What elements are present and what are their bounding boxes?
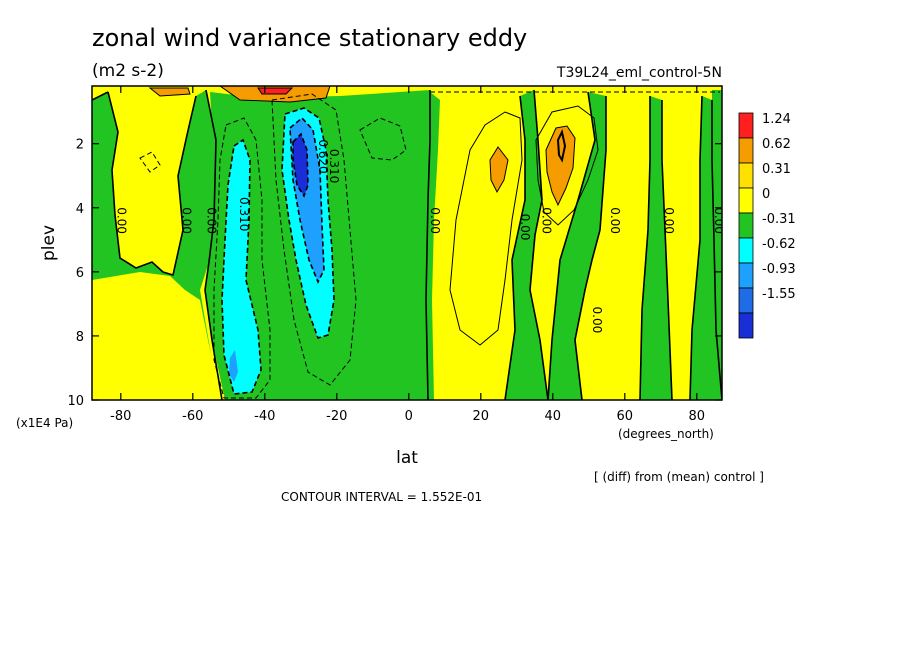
pos-contour-5	[556, 129, 567, 163]
colorbar-swatch	[738, 112, 754, 139]
region-ne-green-5	[712, 90, 722, 400]
contour-label: 0.620	[316, 139, 330, 173]
x-tick-label: 80	[689, 409, 706, 424]
y-tick-label: 4	[76, 202, 84, 217]
colorbar: 1.24 0.62 0.31 0 -0.31 -0.62 -0.93 -1.55	[738, 112, 796, 339]
x-tick-label: -80	[110, 409, 131, 424]
colorbar-label: -0.93	[762, 262, 796, 277]
zero-contour-4	[529, 89, 549, 400]
zero-contour-7	[574, 96, 607, 400]
zero-contour-9	[661, 100, 673, 400]
zero-contour-3	[425, 90, 431, 400]
contour-label: 0.310	[237, 197, 251, 231]
neg-contour-6	[271, 93, 357, 386]
plot-frame	[91, 85, 723, 401]
colorbar-label: -0.62	[762, 237, 796, 252]
zero-contour-8	[639, 96, 651, 400]
x-tick-label: -20	[326, 409, 347, 424]
zero-contour-5	[504, 95, 526, 400]
contour-label: 0.00	[608, 207, 622, 234]
region-orange-north	[546, 126, 575, 205]
x-axis-label: lat	[396, 448, 418, 468]
x-axis-units: (degrees_north)	[618, 427, 714, 441]
y-tick-label: 8	[76, 330, 84, 345]
y-tick-label: 6	[76, 266, 84, 281]
neg-contour-5	[213, 117, 271, 399]
colorbar-swatch	[738, 312, 754, 339]
contour-interval: CONTOUR INTERVAL = 1.552E-01	[281, 490, 482, 504]
zero-contour-10	[689, 95, 703, 400]
region-top-red	[258, 88, 292, 94]
colorbar-label: 0	[762, 187, 770, 202]
neg-contour-2	[281, 107, 335, 339]
neg-contour-8	[139, 151, 161, 173]
x-tick-label: 0	[405, 409, 413, 424]
y-tick-label: 10	[67, 394, 84, 409]
x-tick-label: -40	[254, 409, 275, 424]
footnote: [ (diff) from (mean) control ]	[594, 470, 764, 484]
pos-contour-2	[535, 105, 599, 226]
region-south-cyan-west	[222, 140, 261, 394]
y-tick-label: 2	[76, 138, 84, 153]
pos-contour-4	[449, 111, 523, 346]
pos-contour-3	[489, 146, 509, 194]
pos-contour-top-red	[257, 87, 294, 95]
contour-label: 0.00	[115, 207, 129, 234]
contour-label: 0.00	[539, 207, 553, 234]
colorbar-label: -0.31	[762, 212, 796, 227]
contour-label: 0.00	[662, 207, 676, 234]
region-south-green-west-fill	[92, 272, 222, 400]
colorbar-label: 0.62	[762, 137, 791, 152]
colorbar-swatch	[738, 212, 754, 239]
x-tick-label: 60	[617, 409, 634, 424]
neg-contour-1	[221, 138, 262, 395]
neg-contour-7	[359, 117, 407, 161]
region-ne-green-3	[640, 96, 672, 400]
contour-label: 0.00	[518, 214, 532, 241]
y-axis-units: (x1E4 Pa)	[16, 416, 73, 430]
contour-label: 0.00	[179, 207, 193, 234]
contour-label: 0.00	[712, 207, 726, 234]
x-axis: -80 -60 -40 -20 0 20 40 60 80	[110, 86, 705, 424]
y-axis: 2 4 6 8 10	[67, 138, 722, 409]
pos-contour-top	[148, 86, 331, 103]
chart-title: zonal wind variance stationary eddy	[92, 24, 527, 52]
zero-contour-11	[711, 100, 722, 400]
chart-units: (m2 s-2)	[92, 61, 164, 81]
x-tick-label: 20	[473, 409, 490, 424]
contour-lines-positive	[148, 86, 599, 346]
contour-label: 0.00	[590, 307, 604, 334]
zero-contour-2	[204, 89, 223, 400]
contour-label: 0.310	[327, 149, 341, 183]
zero-contour-12	[92, 91, 109, 101]
colorbar-swatch	[738, 187, 754, 214]
colorbar-label: -1.55	[762, 287, 796, 302]
region-west-blue-core	[229, 350, 238, 382]
zero-contour-6	[547, 91, 596, 400]
colorbar-swatch	[738, 237, 754, 264]
contour-lines-negative	[139, 91, 720, 399]
x-tick-label: -60	[182, 409, 203, 424]
run-name: T39L24_eml_control-5N	[556, 65, 722, 81]
colorbar-swatch	[738, 162, 754, 189]
contour-lines-zero	[92, 89, 722, 400]
x-tick-label: 40	[545, 409, 562, 424]
colorbar-swatch	[738, 137, 754, 164]
contour-label: 0.00	[205, 207, 219, 234]
colorbar-label: 1.24	[762, 112, 791, 127]
zero-contour-1	[107, 91, 197, 277]
colorbar-swatch	[738, 287, 754, 314]
contour-label: 0.00	[428, 207, 442, 234]
colorbar-swatch	[738, 262, 754, 289]
y-axis-label: plev	[39, 225, 59, 261]
neg-contour-3	[289, 116, 325, 284]
colorbar-label: 0.31	[762, 162, 791, 177]
pos-contour-1	[545, 125, 576, 207]
